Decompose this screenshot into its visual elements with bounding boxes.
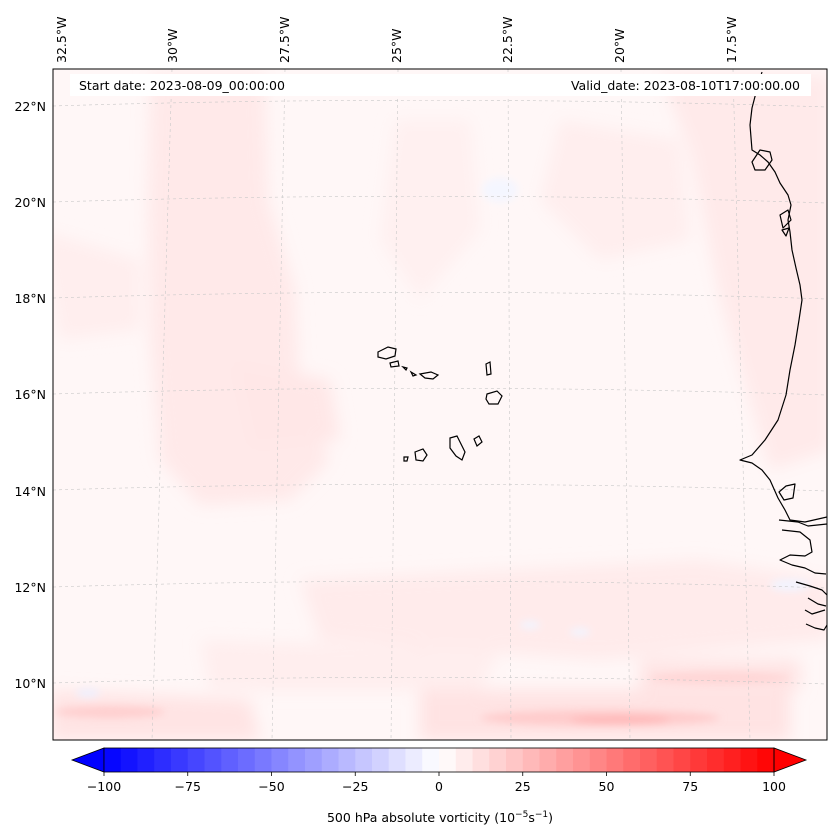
colorbar-segment-33 (656, 748, 674, 772)
island-sao-nicolau-east (418, 371, 440, 380)
colorbar-segment-13 (321, 748, 339, 772)
colorbar-segment-21 (455, 748, 473, 772)
valid-date-label: Valid_date: 2023-08-10T17:00:00.00 (571, 78, 800, 93)
colorbar-segment-23 (489, 748, 507, 772)
lon-label-32-5w: 32.5°W (54, 17, 69, 63)
colorbar-segment-17 (388, 748, 406, 772)
colorbar-segment-26 (539, 748, 557, 772)
colorbar-segment-4 (171, 748, 189, 772)
colorbar-segment-36 (707, 748, 725, 772)
lon-label-20w: 20°W (612, 28, 627, 63)
lon-label-17-5w: 17.5°W (724, 17, 739, 63)
island-sao-nicolau (409, 370, 418, 377)
lat-label-10n: 10°N (14, 676, 46, 691)
colorbar-tick-label: −100 (87, 779, 121, 794)
lat-label-22n: 22°N (14, 99, 46, 114)
lon-label-25w: 25°W (389, 28, 404, 63)
colorbar-segment-2 (137, 748, 155, 772)
island-santa-luzia (401, 365, 408, 372)
island-santiago (449, 435, 466, 461)
colorbar-tick-label: 0 (435, 779, 443, 794)
date-annotation-box (70, 74, 811, 96)
colorbar-segment-15 (355, 748, 373, 772)
colorbar-segment-16 (372, 748, 390, 772)
colorbar-label: 500 hPa absolute vorticity (10−5s−1) (327, 810, 553, 825)
colorbar-segment-24 (506, 748, 524, 772)
island-brava (403, 456, 409, 462)
colorbar-segment-28 (573, 748, 591, 772)
colorbar-segment-0 (104, 748, 122, 772)
island-sal (485, 361, 492, 376)
colorbar: −100 −75 −50 −25 0 25 50 75 100 500 hPa absolute… (70, 747, 808, 825)
colorbar-segment-5 (187, 748, 205, 772)
colorbar-tick-label: 100 (762, 779, 786, 794)
island-boa-vista (485, 390, 503, 405)
colorbar-segments (104, 748, 775, 772)
lat-label-16n: 16°N (14, 387, 46, 402)
cape-verde-islands (377, 346, 503, 462)
longitude-labels: 32.5°W 30°W 27.5°W 25°W 22.5°W 20°W 17.5… (54, 17, 739, 63)
parallel-gridlines (53, 99, 827, 685)
colorbar-tick-label: 75 (682, 779, 698, 794)
vorticity-field-strong (55, 178, 810, 726)
colorbar-extend-min (70, 747, 105, 773)
colorbar-segment-11 (288, 748, 306, 772)
lat-label-20n: 20°N (14, 195, 46, 210)
lat-label-18n: 18°N (14, 291, 46, 306)
latitude-labels: 22°N 20°N 18°N 16°N 14°N 12°N 10°N (14, 99, 46, 691)
island-maio (473, 435, 483, 447)
lat-label-14n: 14°N (14, 484, 46, 499)
island-sao-vicente (389, 360, 400, 368)
colorbar-segment-22 (472, 748, 490, 772)
lon-label-22-5w: 22.5°W (500, 17, 515, 63)
colorbar-segment-39 (757, 748, 775, 772)
colorbar-segment-29 (589, 748, 607, 772)
colorbar-tick-label: −50 (258, 779, 284, 794)
lat-label-12n: 12°N (14, 580, 46, 595)
colorbar-segment-30 (606, 748, 624, 772)
colorbar-segment-1 (120, 748, 138, 772)
colorbar-segment-19 (422, 748, 440, 772)
colorbar-ticks: −100 −75 −50 −25 0 25 50 75 100 (87, 772, 786, 794)
lon-label-30w: 30°W (165, 28, 180, 63)
colorbar-segment-25 (522, 748, 540, 772)
colorbar-segment-8 (238, 748, 256, 772)
colorbar-segment-37 (723, 748, 741, 772)
colorbar-segment-7 (221, 748, 239, 772)
island-fogo (414, 448, 428, 462)
colorbar-segment-38 (740, 748, 758, 772)
colorbar-segment-31 (623, 748, 641, 772)
colorbar-tick-label: 50 (599, 779, 615, 794)
colorbar-segment-6 (204, 748, 222, 772)
lon-label-27-5w: 27.5°W (277, 17, 292, 63)
colorbar-segment-35 (690, 748, 708, 772)
colorbar-segment-32 (640, 748, 658, 772)
meridian-gridlines (53, 69, 751, 740)
colorbar-tick-label: −25 (342, 779, 368, 794)
colorbar-extend-max (773, 747, 808, 773)
map-panel (53, 69, 827, 740)
colorbar-segment-14 (338, 748, 356, 772)
colorbar-segment-12 (305, 748, 323, 772)
colorbar-segment-20 (439, 748, 457, 772)
colorbar-segment-3 (154, 748, 172, 772)
map-frame (52, 68, 828, 741)
colorbar-segment-34 (673, 748, 691, 772)
colorbar-segment-9 (254, 748, 272, 772)
colorbar-segment-18 (405, 748, 423, 772)
colorbar-tick-label: 25 (515, 779, 531, 794)
colorbar-tick-label: −75 (175, 779, 201, 794)
african-coastline (739, 71, 827, 631)
colorbar-segment-27 (556, 748, 574, 772)
start-date-label: Start date: 2023-08-09_00:00:00 (79, 78, 285, 93)
island-santo-antao (377, 346, 397, 360)
colorbar-segment-10 (271, 748, 289, 772)
